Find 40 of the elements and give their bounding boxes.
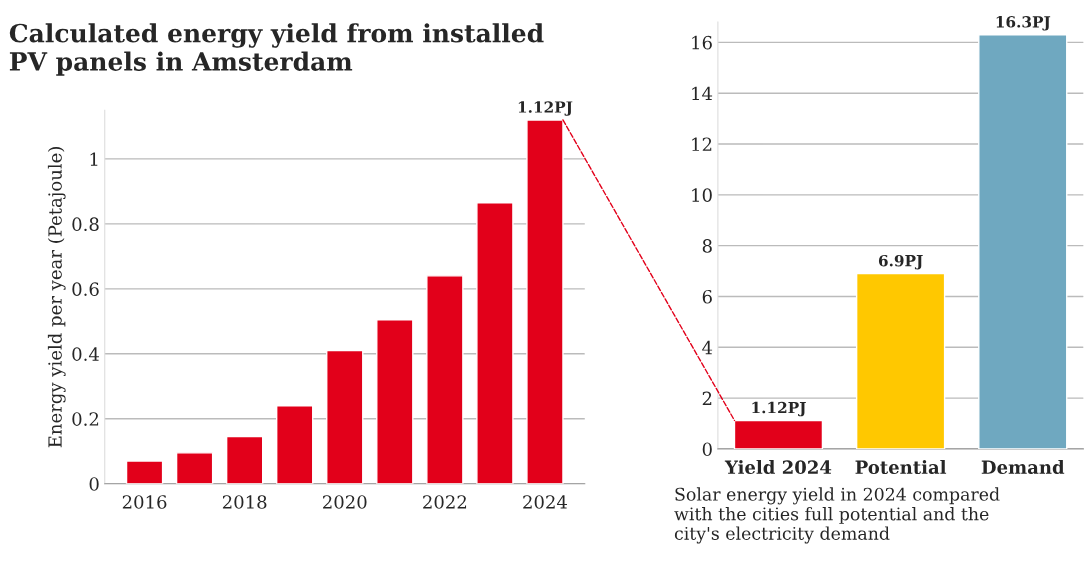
y-tick-label: 16 xyxy=(692,35,712,50)
bar xyxy=(376,319,414,484)
x-tick-label: 2024 xyxy=(523,495,568,509)
y-tick-label: 12 xyxy=(692,137,712,151)
y-tick-label: 0 xyxy=(89,477,99,491)
y-tick-label: 0.8 xyxy=(72,217,99,231)
y-tick-label: 10 xyxy=(692,188,712,202)
chart-title: Calculated energy yield from installed PV panels in Amsterdam xyxy=(9,23,544,76)
x-tick-label: Demand xyxy=(981,460,1065,475)
y-tick-label: 8 xyxy=(702,239,712,253)
y-tick-label: 0.2 xyxy=(72,412,99,426)
bar xyxy=(125,460,164,484)
bar xyxy=(978,34,1068,449)
data-label: 16.3PJ xyxy=(996,16,1051,31)
bar xyxy=(855,272,946,449)
y-tick-label: 4 xyxy=(702,340,713,355)
bar xyxy=(175,452,214,484)
text: Solar energy yield in 2024 compared with the cities full potential and the city's electricity demand xyxy=(674,487,1000,544)
y-tick-label: 2 xyxy=(702,391,712,405)
y-tick-label: 14 xyxy=(692,86,713,101)
bar xyxy=(225,435,264,484)
y-tick-label: 0.6 xyxy=(72,282,99,296)
x-tick-label: Potential xyxy=(855,460,947,475)
x-tick-label: 2020 xyxy=(323,495,367,509)
data-label: 1.12PJ xyxy=(752,401,806,417)
y-tick-label: 6 xyxy=(702,289,712,304)
x-tick-label: 2018 xyxy=(222,495,267,509)
x-tick-label: Yield 2024 xyxy=(724,460,832,475)
y-axis-title: Energy yield per year (Petajoule) xyxy=(47,147,66,448)
bar xyxy=(326,349,364,484)
data-label: 6.9PJ xyxy=(878,254,923,270)
bar xyxy=(275,405,314,484)
bar xyxy=(426,275,464,484)
y-tick-label: 1 xyxy=(90,152,98,166)
data-label: 1.12PJ xyxy=(518,101,573,116)
x-tick-label: 2016 xyxy=(122,495,167,509)
x-tick-label: 2022 xyxy=(423,495,467,509)
bar xyxy=(476,202,514,484)
y-tick-label: 0.4 xyxy=(72,347,99,361)
y-tick-label: 0 xyxy=(702,442,712,457)
